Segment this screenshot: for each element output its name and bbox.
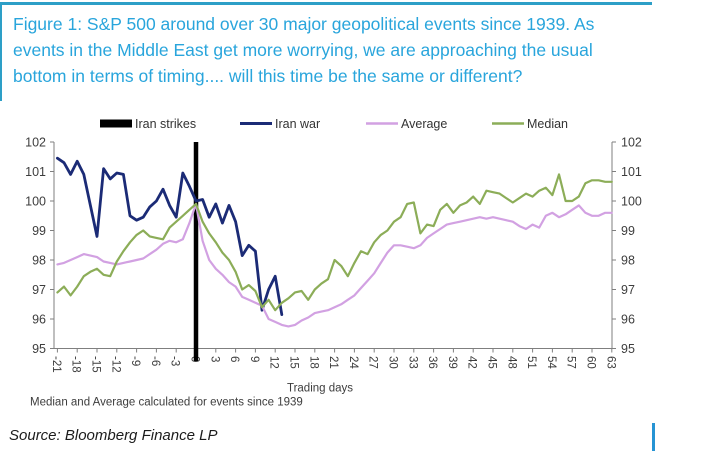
x-axis-label: 39 (446, 356, 458, 369)
source-text: Source: Bloomberg Finance LP (9, 427, 218, 444)
series-iran-war (56, 156, 284, 317)
x-axis-label: -12 (109, 356, 121, 373)
x-axis-label: -15 (90, 356, 102, 373)
series-median (56, 173, 613, 312)
figure-title: Figure 1: S&P 500 around over 30 major g… (0, 2, 652, 101)
x-axis-label: 30 (387, 356, 399, 369)
y-axis-label-left: 102 (25, 136, 46, 150)
x-axis-label: 18 (307, 356, 319, 369)
y-axis-label-right: 98 (621, 254, 635, 268)
x-axis-label: 24 (347, 356, 359, 369)
x-axis-label: 12 (268, 356, 280, 369)
x-axis-label: -21 (50, 356, 62, 373)
y-axis-label-right: 101 (621, 165, 642, 179)
x-axis-label: 42 (466, 356, 478, 369)
y-axis-label-left: 96 (32, 313, 46, 327)
legend-label-3: Median (527, 117, 568, 131)
legend-label-2: Average (401, 117, 447, 131)
y-axis-label-left: 100 (25, 195, 46, 209)
x-axis-label: 60 (585, 356, 597, 369)
x-axis-label: 48 (505, 356, 517, 369)
y-axis-label-left: 97 (32, 283, 46, 297)
legend-swatch-0 (100, 119, 132, 128)
x-axis-label: -18 (70, 356, 82, 373)
y-axis-label-left: 101 (25, 165, 46, 179)
x-axis-label: 36 (426, 356, 438, 369)
x-axis-label: 33 (406, 356, 418, 369)
x-axis-title: Trading days (287, 383, 353, 395)
footnote: Median and Average calculated for events… (30, 397, 303, 409)
y-axis-label-left: 95 (32, 342, 46, 356)
x-axis-label: 27 (367, 356, 379, 369)
y-axis-label-right: 102 (621, 136, 642, 150)
x-axis-label: 9 (248, 356, 260, 362)
x-axis-label: 45 (486, 356, 498, 369)
x-axis-label: 57 (565, 356, 577, 369)
x-axis-label: 63 (604, 356, 616, 369)
y-axis-label-right: 95 (621, 342, 635, 356)
y-axis-label-right: 99 (621, 224, 635, 238)
x-axis-label: -3 (169, 356, 181, 366)
legend-label-1: Iran war (275, 117, 320, 131)
x-axis-label: 3 (208, 356, 220, 362)
x-axis-label: 54 (545, 356, 557, 369)
y-axis-label-right: 100 (621, 195, 642, 209)
y-axis-label-right: 97 (621, 283, 635, 297)
x-axis-label: 6 (228, 356, 240, 362)
legend-label-0: Iran strikes (135, 117, 196, 131)
x-axis-label: 21 (327, 356, 339, 369)
x-axis-label: -9 (129, 356, 141, 366)
series-average (56, 202, 613, 328)
accent-bar (652, 423, 655, 451)
x-axis-label: 15 (288, 356, 300, 369)
y-axis-label-left: 98 (32, 254, 46, 268)
y-axis-label-right: 96 (621, 313, 635, 327)
x-axis-label: -6 (149, 356, 161, 366)
y-axis-label-left: 99 (32, 224, 46, 238)
x-axis-label: 51 (525, 356, 537, 369)
